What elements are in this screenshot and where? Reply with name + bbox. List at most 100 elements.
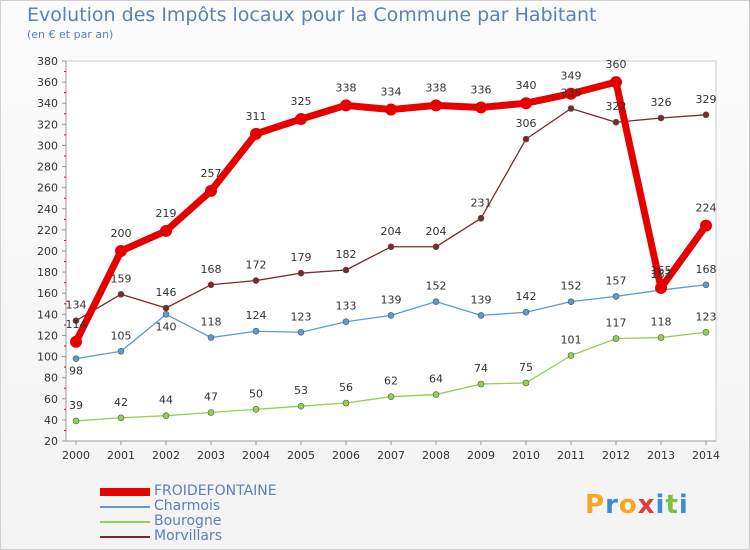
data-label: 142 xyxy=(516,290,537,303)
x-tick-label: 2009 xyxy=(467,449,495,462)
data-label: 139 xyxy=(381,293,402,306)
data-label: 168 xyxy=(201,263,222,276)
data-label: 338 xyxy=(426,81,447,94)
x-tick-label: 2002 xyxy=(152,449,180,462)
y-tick-label: 60 xyxy=(44,393,58,406)
data-point xyxy=(340,99,352,112)
data-point xyxy=(612,118,620,126)
data-point xyxy=(610,76,622,89)
legend-label: Morvillars xyxy=(154,528,222,544)
y-tick-label: 300 xyxy=(37,139,58,152)
data-point xyxy=(115,245,127,257)
x-tick-label: 2000 xyxy=(62,449,90,462)
x-tick-label: 2008 xyxy=(422,449,450,462)
data-point xyxy=(205,184,217,197)
data-point xyxy=(295,113,307,126)
legend-swatch xyxy=(100,487,150,496)
y-tick-label: 160 xyxy=(37,287,58,300)
data-point xyxy=(252,277,260,284)
legend-item: Charmois xyxy=(100,499,277,514)
data-label: 44 xyxy=(159,394,173,407)
legend-item: FROIDEFONTAINE xyxy=(100,484,277,499)
data-label: 224 xyxy=(696,202,717,215)
data-point xyxy=(700,219,712,232)
data-point xyxy=(522,135,530,143)
data-label: 56 xyxy=(339,381,353,394)
data-point xyxy=(162,311,170,318)
data-label: 219 xyxy=(156,207,177,220)
legend-swatch xyxy=(100,535,150,538)
y-tick-label: 380 xyxy=(37,55,58,68)
data-point xyxy=(342,318,350,326)
data-label: 123 xyxy=(291,310,312,323)
data-point xyxy=(117,290,125,298)
data-point xyxy=(702,281,710,289)
data-point xyxy=(477,312,485,319)
y-tick-label: 100 xyxy=(37,351,58,364)
data-label: 118 xyxy=(201,316,222,329)
legend-label: Charmois xyxy=(154,498,221,514)
data-point xyxy=(72,417,80,425)
data-label: 325 xyxy=(291,95,312,108)
proxiti-logo: Proxiti xyxy=(585,490,689,520)
x-tick-label: 2005 xyxy=(287,449,315,462)
data-label: 134 xyxy=(66,299,87,312)
data-point xyxy=(250,127,262,140)
y-tick-label: 120 xyxy=(37,329,58,342)
legend-item: Bourogne xyxy=(100,514,277,529)
data-label: 146 xyxy=(156,286,177,299)
data-point xyxy=(297,269,305,277)
data-point xyxy=(207,334,215,341)
x-tick-label: 2004 xyxy=(242,449,270,462)
data-label: 123 xyxy=(696,310,717,323)
data-point xyxy=(162,304,170,312)
y-tick-label: 260 xyxy=(37,182,58,195)
data-point xyxy=(430,99,442,112)
data-label: 53 xyxy=(294,384,308,397)
data-label: 117 xyxy=(606,317,627,330)
data-point xyxy=(657,114,665,122)
data-label: 306 xyxy=(516,117,537,130)
legend-label: Bourogne xyxy=(154,513,222,529)
data-point xyxy=(520,97,532,110)
data-label: 139 xyxy=(471,293,492,306)
x-tick-label: 2007 xyxy=(377,449,405,462)
data-point xyxy=(117,347,125,355)
x-tick-label: 2013 xyxy=(647,449,675,462)
y-tick-label: 20 xyxy=(44,435,58,448)
y-tick-label: 200 xyxy=(37,245,58,258)
data-label: 118 xyxy=(651,316,672,329)
data-label: 133 xyxy=(336,300,357,313)
data-point xyxy=(160,224,172,237)
y-tick-label: 360 xyxy=(37,76,58,89)
data-point xyxy=(567,298,575,305)
data-label: 140 xyxy=(156,320,177,333)
data-point xyxy=(432,391,440,398)
y-tick-label: 140 xyxy=(37,308,58,321)
legend-label: FROIDEFONTAINE xyxy=(154,483,277,499)
data-label: 124 xyxy=(246,309,267,322)
data-label: 336 xyxy=(471,83,492,96)
data-label: 172 xyxy=(246,259,267,272)
data-point xyxy=(612,335,620,342)
data-point xyxy=(207,409,215,416)
data-label: 74 xyxy=(474,362,488,375)
chart-legend: FROIDEFONTAINE Charmois Bourogne Morvillars xyxy=(100,484,277,544)
data-label: 257 xyxy=(201,167,222,180)
x-tick-label: 2003 xyxy=(197,449,225,462)
data-point xyxy=(432,243,440,251)
data-label: 200 xyxy=(111,227,132,240)
data-label: 152 xyxy=(561,280,582,293)
chart-subtitle: (en € et par an) xyxy=(27,28,114,41)
data-point xyxy=(342,399,350,407)
data-label: 159 xyxy=(111,272,132,285)
data-label: 152 xyxy=(426,280,447,293)
data-point xyxy=(567,352,575,359)
data-label: 360 xyxy=(606,58,627,71)
data-label: 204 xyxy=(381,225,402,238)
data-label: 338 xyxy=(336,81,357,94)
data-label: 168 xyxy=(696,263,717,276)
legend-item: Morvillars xyxy=(100,529,277,544)
data-point xyxy=(477,380,485,388)
data-point xyxy=(387,312,395,319)
